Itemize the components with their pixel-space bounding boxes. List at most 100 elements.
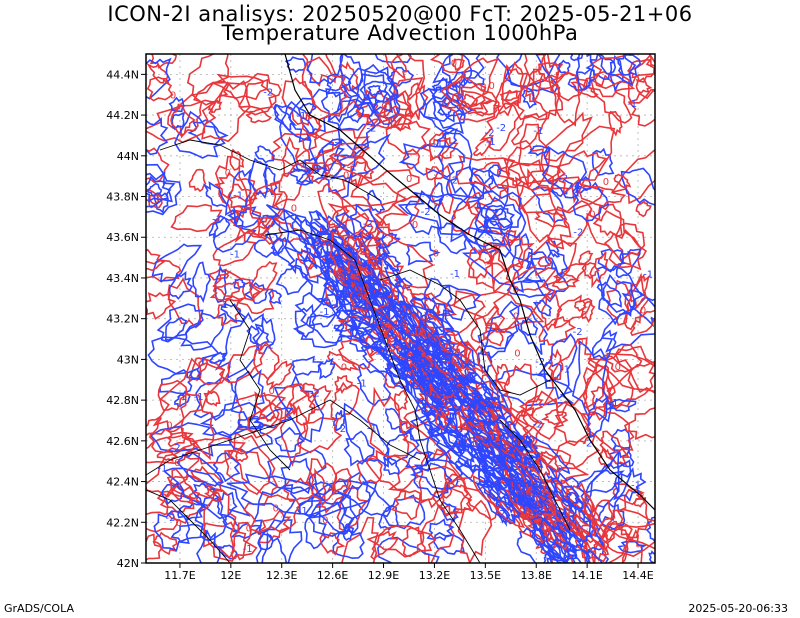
contour-line [296, 248, 316, 270]
contour-line [347, 262, 360, 277]
contour-label: 0 [170, 91, 176, 102]
contour-line [366, 386, 410, 459]
contour-line [550, 72, 581, 127]
contour-line [465, 371, 478, 385]
contour-line [472, 379, 512, 407]
contour-line [463, 409, 505, 447]
contour-line [560, 485, 580, 507]
contour-line [596, 265, 644, 317]
contour-line [456, 403, 501, 448]
contour-line [506, 481, 549, 523]
contour-line [409, 296, 455, 333]
contour-label: -1 [335, 137, 345, 148]
border-4 [146, 399, 421, 476]
contour-line [146, 57, 172, 100]
contour-line [338, 280, 375, 334]
contour-line [151, 243, 203, 282]
contour-label: -1 [177, 392, 187, 403]
border-1 [159, 139, 381, 201]
contour-line [146, 76, 174, 102]
contour-line [161, 481, 184, 506]
contour-line [591, 499, 614, 540]
contour-label: 0 [176, 518, 182, 529]
contour-line [493, 207, 507, 221]
contour-line [592, 203, 622, 237]
contour-line [369, 105, 412, 129]
contour-line [508, 304, 548, 356]
contour-line [457, 394, 491, 436]
contour-line [496, 158, 566, 192]
contour-line [608, 110, 623, 137]
contour-label: 0 [480, 82, 486, 93]
contour-line [279, 400, 309, 467]
contour-label: -2 [336, 424, 346, 435]
coastline-borders [146, 54, 655, 563]
contour-label: -1 [157, 463, 167, 474]
contour-label: -1 [433, 139, 443, 150]
contour-line [230, 522, 263, 539]
contour-line [310, 467, 327, 501]
contour-line [253, 342, 280, 380]
contour-line [495, 500, 511, 521]
contour-label: -1 [560, 365, 570, 376]
lon-tick-label: 12.3E [266, 569, 297, 582]
contour-line [629, 273, 650, 310]
contour-line [472, 138, 491, 157]
contour-line [274, 426, 306, 453]
contour-label: -2 [166, 513, 176, 524]
contour-line [291, 355, 324, 376]
contour-line [392, 113, 413, 131]
contour-line [540, 289, 563, 332]
contour-line [191, 482, 221, 507]
contour-line [587, 395, 609, 438]
contour-line [556, 520, 571, 543]
contour-line [404, 450, 434, 471]
contour-line [338, 292, 372, 325]
contour-line [261, 531, 288, 563]
contour-line [489, 368, 575, 407]
contour-line [238, 78, 277, 116]
contour-label: -1 [527, 489, 537, 500]
contour-line [336, 486, 369, 532]
contour-line [214, 312, 265, 380]
contour-line [204, 486, 223, 503]
contour-line [339, 60, 359, 92]
contour-line [630, 309, 655, 337]
contour-line [308, 209, 330, 236]
contour-line [299, 382, 319, 399]
contour-line [146, 415, 162, 436]
contour-line [581, 262, 601, 280]
contour-line [252, 483, 297, 536]
contour-line [443, 342, 469, 370]
contour-label: -1 [347, 163, 357, 174]
contour-line [572, 181, 610, 222]
contour-line [301, 54, 337, 87]
contour-line [424, 339, 445, 363]
contour-line [440, 424, 475, 463]
contour-line [543, 552, 554, 563]
contour-line [603, 344, 643, 373]
contour-line [488, 483, 520, 524]
lon-tick-label: 12.9E [368, 569, 399, 582]
contour-line [334, 375, 353, 395]
contour-line [341, 516, 379, 563]
contour-label: -2 [477, 245, 487, 256]
longitude-axis: 11.7E 12E 12.3E 12.6E 12.9E 13.2E 13.5E 13.8E 14… [164, 563, 654, 582]
contour-label: -2 [367, 123, 377, 134]
contour-line [146, 434, 199, 465]
contour-line [357, 230, 382, 262]
contour-line [215, 298, 242, 327]
contour-label: -2 [582, 438, 592, 449]
contour-line [227, 205, 262, 229]
contour-label: 0 [451, 58, 457, 69]
contour-line [575, 469, 625, 494]
contour-label: -1 [298, 506, 308, 517]
contour-line [243, 494, 301, 534]
contour-line [188, 168, 207, 193]
contour-line [606, 279, 632, 326]
contour-line [312, 211, 350, 243]
contour-line [422, 358, 438, 378]
contour-line [599, 508, 655, 550]
contour-line [294, 303, 317, 339]
